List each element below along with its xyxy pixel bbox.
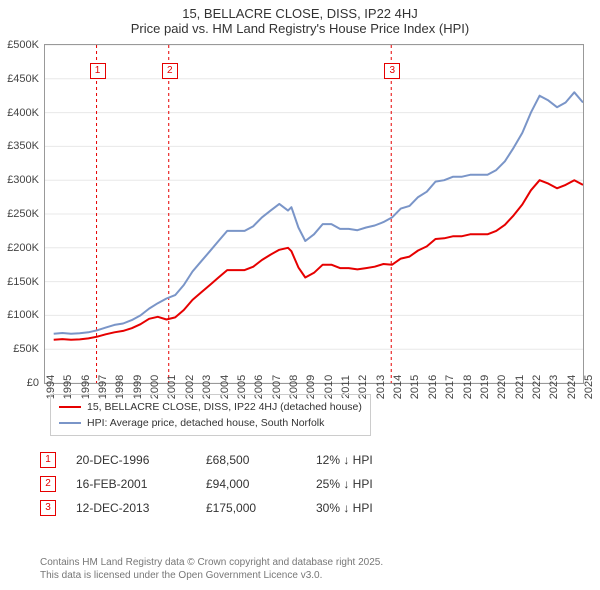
events-table: 1 20-DEC-1996 £68,500 12% ↓ HPI 2 16-FEB-2001… (40, 448, 586, 520)
event-row-marker: 2 (40, 476, 56, 492)
x-tick-label: 2018 (462, 375, 474, 399)
footer-line-2: This data is licensed under the Open Gov… (40, 569, 383, 582)
title-line-2: Price paid vs. HM Land Registry's House … (0, 21, 600, 40)
event-row-marker: 1 (40, 452, 56, 468)
event-row-price: £94,000 (206, 477, 296, 491)
x-tick-label: 2024 (566, 375, 578, 399)
x-tick-label: 2015 (409, 375, 421, 399)
x-tick-label: 2017 (444, 375, 456, 399)
event-row-delta: 25% ↓ HPI (316, 477, 373, 491)
footer-line-1: Contains HM Land Registry data © Crown c… (40, 556, 383, 569)
legend-swatch (59, 406, 81, 408)
event-row-date: 20-DEC-1996 (76, 453, 186, 467)
event-marker-3: 3 (384, 63, 400, 79)
x-tick-label: 2020 (496, 375, 508, 399)
x-tick-label: 2019 (479, 375, 491, 399)
chart-container: { "title_line1": "15, BELLACRE CLOSE, DI… (0, 0, 600, 590)
event-row-price: £68,500 (206, 453, 296, 467)
price-chart: £0£50K£100K£150K£200K£250K£300K£350K£400… (44, 44, 584, 384)
legend-label: HPI: Average price, detached house, Sout… (87, 415, 324, 431)
legend-item: HPI: Average price, detached house, Sout… (59, 415, 362, 431)
x-tick-label: 2014 (392, 375, 404, 399)
y-tick-label: £250K (7, 208, 39, 220)
event-row-date: 16-FEB-2001 (76, 477, 186, 491)
y-tick-label: £500K (7, 39, 39, 51)
y-tick-label: £150K (7, 276, 39, 288)
event-row-delta: 12% ↓ HPI (316, 453, 373, 467)
event-row-price: £175,000 (206, 501, 296, 515)
y-tick-label: £0 (27, 377, 39, 389)
legend-swatch (59, 422, 81, 424)
event-row-date: 12-DEC-2013 (76, 501, 186, 515)
event-row-marker: 3 (40, 500, 56, 516)
x-tick-label: 2016 (427, 375, 439, 399)
x-tick-label: 2013 (375, 375, 387, 399)
event-row: 2 16-FEB-2001 £94,000 25% ↓ HPI (40, 472, 586, 496)
y-tick-label: £450K (7, 73, 39, 85)
legend-label: 15, BELLACRE CLOSE, DISS, IP22 4HJ (deta… (87, 399, 362, 415)
plot-svg (45, 45, 583, 383)
legend: 15, BELLACRE CLOSE, DISS, IP22 4HJ (deta… (50, 394, 371, 436)
title-line-1: 15, BELLACRE CLOSE, DISS, IP22 4HJ (0, 0, 600, 21)
footer-attribution: Contains HM Land Registry data © Crown c… (40, 556, 383, 582)
x-tick-label: 2025 (583, 375, 595, 399)
y-tick-label: £300K (7, 174, 39, 186)
x-tick-label: 2022 (531, 375, 543, 399)
event-marker-2: 2 (162, 63, 178, 79)
event-row: 1 20-DEC-1996 £68,500 12% ↓ HPI (40, 448, 586, 472)
y-tick-label: £400K (7, 107, 39, 119)
y-tick-label: £100K (7, 309, 39, 321)
x-tick-label: 2021 (514, 375, 526, 399)
x-tick-label: 2023 (548, 375, 560, 399)
y-tick-label: £350K (7, 140, 39, 152)
event-marker-1: 1 (90, 63, 106, 79)
legend-item: 15, BELLACRE CLOSE, DISS, IP22 4HJ (deta… (59, 399, 362, 415)
event-row-delta: 30% ↓ HPI (316, 501, 373, 515)
y-tick-label: £200K (7, 242, 39, 254)
event-row: 3 12-DEC-2013 £175,000 30% ↓ HPI (40, 496, 586, 520)
y-tick-label: £50K (13, 343, 39, 355)
